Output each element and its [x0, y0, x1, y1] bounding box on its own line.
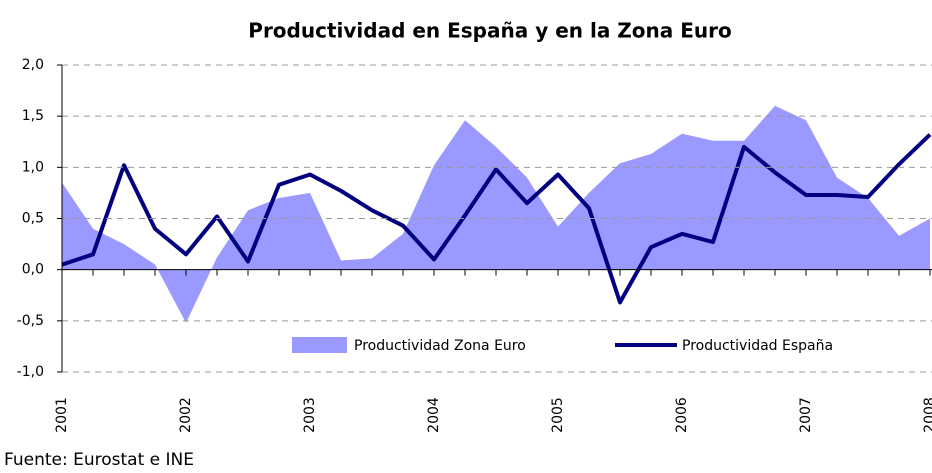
- x-tick-label: 2003: [302, 397, 318, 433]
- y-tick-label: 0,5: [22, 211, 44, 227]
- x-tick-label: 2008: [922, 397, 932, 433]
- chart-title: Productividad en España y en la Zona Eur…: [248, 19, 731, 43]
- y-tick-label: 1,5: [22, 108, 44, 124]
- y-tick-label: -0,5: [17, 313, 44, 329]
- x-tick-label: 2006: [674, 397, 690, 433]
- area: [62, 105, 930, 323]
- legend-label: Productividad España: [682, 338, 833, 354]
- x-tick-label: 2005: [550, 397, 566, 433]
- x-tick-label: 2004: [426, 397, 442, 433]
- y-tick-label: 0,0: [22, 262, 44, 278]
- plot-area: [62, 105, 932, 323]
- legend: Productividad Zona Euro Productividad Esp…: [292, 337, 833, 354]
- y-tick-label: 2,0: [22, 57, 44, 73]
- y-tick-label: 1,0: [22, 159, 44, 175]
- legend-label: Productividad Zona Euro: [354, 338, 526, 354]
- x-tick-label: 2007: [798, 397, 814, 433]
- y-tick-label: -1,0: [17, 364, 44, 380]
- line: [62, 133, 932, 305]
- source-note: Fuente: Eurostat e INE: [4, 450, 194, 470]
- x-tick-label: 2002: [178, 397, 194, 433]
- legend-swatch: [292, 337, 347, 353]
- x-tick-label: 2001: [54, 397, 70, 433]
